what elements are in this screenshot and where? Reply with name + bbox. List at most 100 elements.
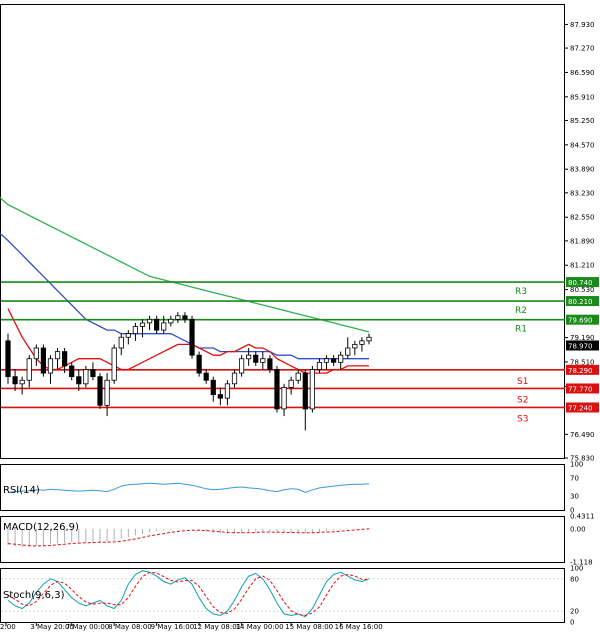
candle-body [260,358,266,363]
candle-body [217,394,223,399]
price-tick-label: 75.830 [570,455,595,463]
stoch-main-line [7,570,370,618]
price-tick-label: 84.570 [570,141,595,149]
candle-body [352,344,358,349]
candle-body [182,315,188,320]
x-tick-label: 15 May 08:00 [285,623,333,631]
candle-body [224,383,231,399]
candle-body [323,358,330,363]
x-tick-label: 14 May 00:00 [236,623,284,631]
rsi-tick-label: 70 [570,474,579,482]
candle-body [111,347,117,381]
level-price-label: 80.740 [568,279,593,287]
x-tick-label: 16 May 16:00 [335,623,383,631]
level-price-box [566,383,599,394]
current-price-label: 78.970 [568,342,593,350]
candle-body [47,358,54,374]
stoch-tick-label: 20 [570,608,579,616]
x-tick-label: 3 May 20:00 [30,623,74,631]
macd-title: MACD(12,26,9) [3,522,79,533]
candle-body [338,354,344,363]
candle-body [281,387,287,410]
level-label-r1: R1 [515,325,527,335]
rsi-tick-label: 0 [570,507,574,515]
candle-body [40,347,46,374]
candle-body [139,322,146,327]
macd-tick-label: 0.00 [570,525,586,533]
price-tick-label: 86.590 [570,69,595,77]
x-tick-label: 12 May 08:01 [193,623,241,631]
candle-body [132,326,139,335]
stoch-tick-label: 80 [570,575,579,583]
candle-body [125,333,131,338]
candle-body [288,379,294,388]
candle-body [12,376,18,385]
candle-body [196,354,202,374]
price-tick-label: 80.530 [570,286,595,294]
candle-body [5,340,11,378]
candle-body [210,379,216,395]
stoch-tick-label: 0 [570,619,574,627]
x-tick-label: 2:00 [0,623,16,631]
rsi-tick-label: 30 [570,493,579,501]
candle-body [69,365,75,378]
level-label-s2: S2 [517,395,528,405]
price-tick-label: 87.930 [570,21,595,29]
level-label-r2: R2 [515,306,527,316]
candle-body [168,318,174,324]
x-tick-label: 8 May 08:00 [108,623,152,631]
candle-body [253,354,259,363]
level-price-box [566,296,599,307]
price-tick-label: 87.270 [570,45,595,53]
macd-signal-line [7,528,370,547]
candle-body [331,358,337,363]
candle-body [118,336,124,349]
panel-frame-macd [0,516,565,563]
panel-frame-stoch [0,568,565,623]
candle-body [246,354,252,360]
candle-body [33,347,39,360]
stoch-tick-label: 100 [570,565,583,573]
candle-body [154,318,160,331]
rsi-tick-label: 100 [570,461,583,469]
candle-body [302,372,308,410]
rsi-line [7,482,370,494]
candle-body [345,347,351,356]
panel-frame-price [0,4,565,459]
current-price-box [566,340,599,351]
candle-body [366,336,372,342]
price-tick-label: 85.250 [570,117,595,125]
stoch-title: Stoch(9,6,3) [3,590,65,601]
candle-body [104,379,110,406]
level-price-box [566,277,599,288]
candle-body [54,351,61,360]
candle-body [231,372,238,385]
level-label-s1: S1 [517,377,528,387]
level-price-box [566,364,599,375]
candle-body [26,358,32,381]
candle-body [146,318,153,324]
candle-body [359,340,365,345]
level-price-box [566,314,599,325]
candle-body [203,372,209,381]
price-tick-label: 78.510 [570,358,595,366]
macd-tick-label: -1.118 [570,559,593,567]
price-tick-label: 76.490 [570,431,595,439]
candle-body [189,318,195,356]
x-tick-label: 9 May 16:00 [151,623,195,631]
candle-body [83,369,89,385]
level-price-label: 77.240 [568,404,593,412]
sma-slow-line [0,197,370,333]
candle-body [309,369,315,410]
candle-body [316,361,323,370]
panel-frame-rsi [0,464,565,511]
level-label-r3: R3 [515,287,527,297]
price-tick-label: 83.890 [570,166,595,174]
sma-fast-line [7,308,369,374]
candle-body [274,369,280,410]
candle-body [90,369,96,378]
sma-mid-line [0,232,369,360]
candle-body [175,315,181,320]
